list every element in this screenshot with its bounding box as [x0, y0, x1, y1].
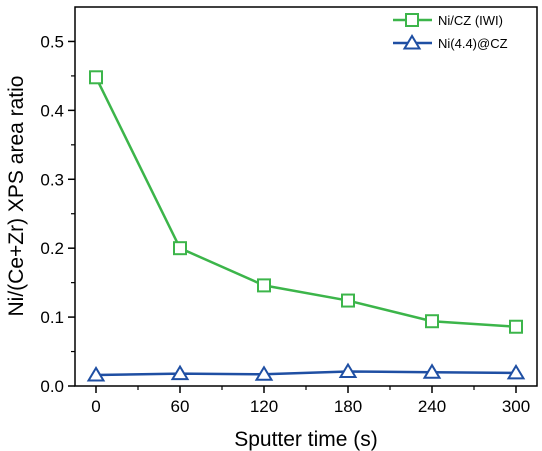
legend-marker: [405, 13, 419, 27]
y-tick-label: 0.4: [40, 101, 64, 120]
data-point: [257, 278, 271, 293]
series-triangle: [86, 362, 526, 382]
data-point: [338, 362, 358, 379]
data-point: [341, 293, 355, 308]
x-tick-label: 300: [502, 397, 530, 416]
series-layer: [86, 70, 526, 382]
legend: Ni/CZ (IWI) Ni(4.4)@CZ: [393, 13, 508, 51]
x-tick-label: 120: [250, 397, 278, 416]
y-tick-label: 0.5: [40, 32, 64, 51]
x-tick-label: 60: [171, 397, 190, 416]
data-point: [86, 366, 106, 382]
legend-label: Ni/CZ (IWI): [438, 13, 503, 28]
data-point: [254, 365, 274, 381]
legend-label: Ni(4.4)@CZ: [438, 36, 508, 51]
x-tick-label: 180: [334, 397, 362, 416]
legend-marker: [402, 34, 422, 50]
data-point: [506, 363, 526, 380]
x-tick-label: 240: [418, 397, 446, 416]
data-point: [170, 364, 190, 381]
y-tick-label: 0.3: [40, 170, 64, 189]
y-axis-title: Ni/(Ce+Zr) XPS area ratio: [5, 76, 28, 317]
x-tick-label: 0: [91, 397, 100, 416]
data-point: [89, 70, 103, 85]
y-tick-label: 0.0: [40, 377, 64, 396]
series-line: [95, 370, 517, 377]
y-tick-label: 0.1: [40, 308, 64, 327]
data-point: [425, 314, 439, 329]
series-line: [94, 76, 517, 328]
data-point: [422, 363, 442, 379]
plot-frame: [74, 6, 538, 387]
y-tick-label: 0.2: [40, 239, 64, 258]
x-axis-title: Sputter time (s): [234, 428, 378, 451]
data-point: [509, 319, 523, 334]
series-square: [89, 70, 523, 334]
data-point: [173, 241, 187, 256]
ticks: 0 60 120 180 240 300 0.0 0.1 0.2 0.3 0.4 0.5: [40, 32, 530, 416]
